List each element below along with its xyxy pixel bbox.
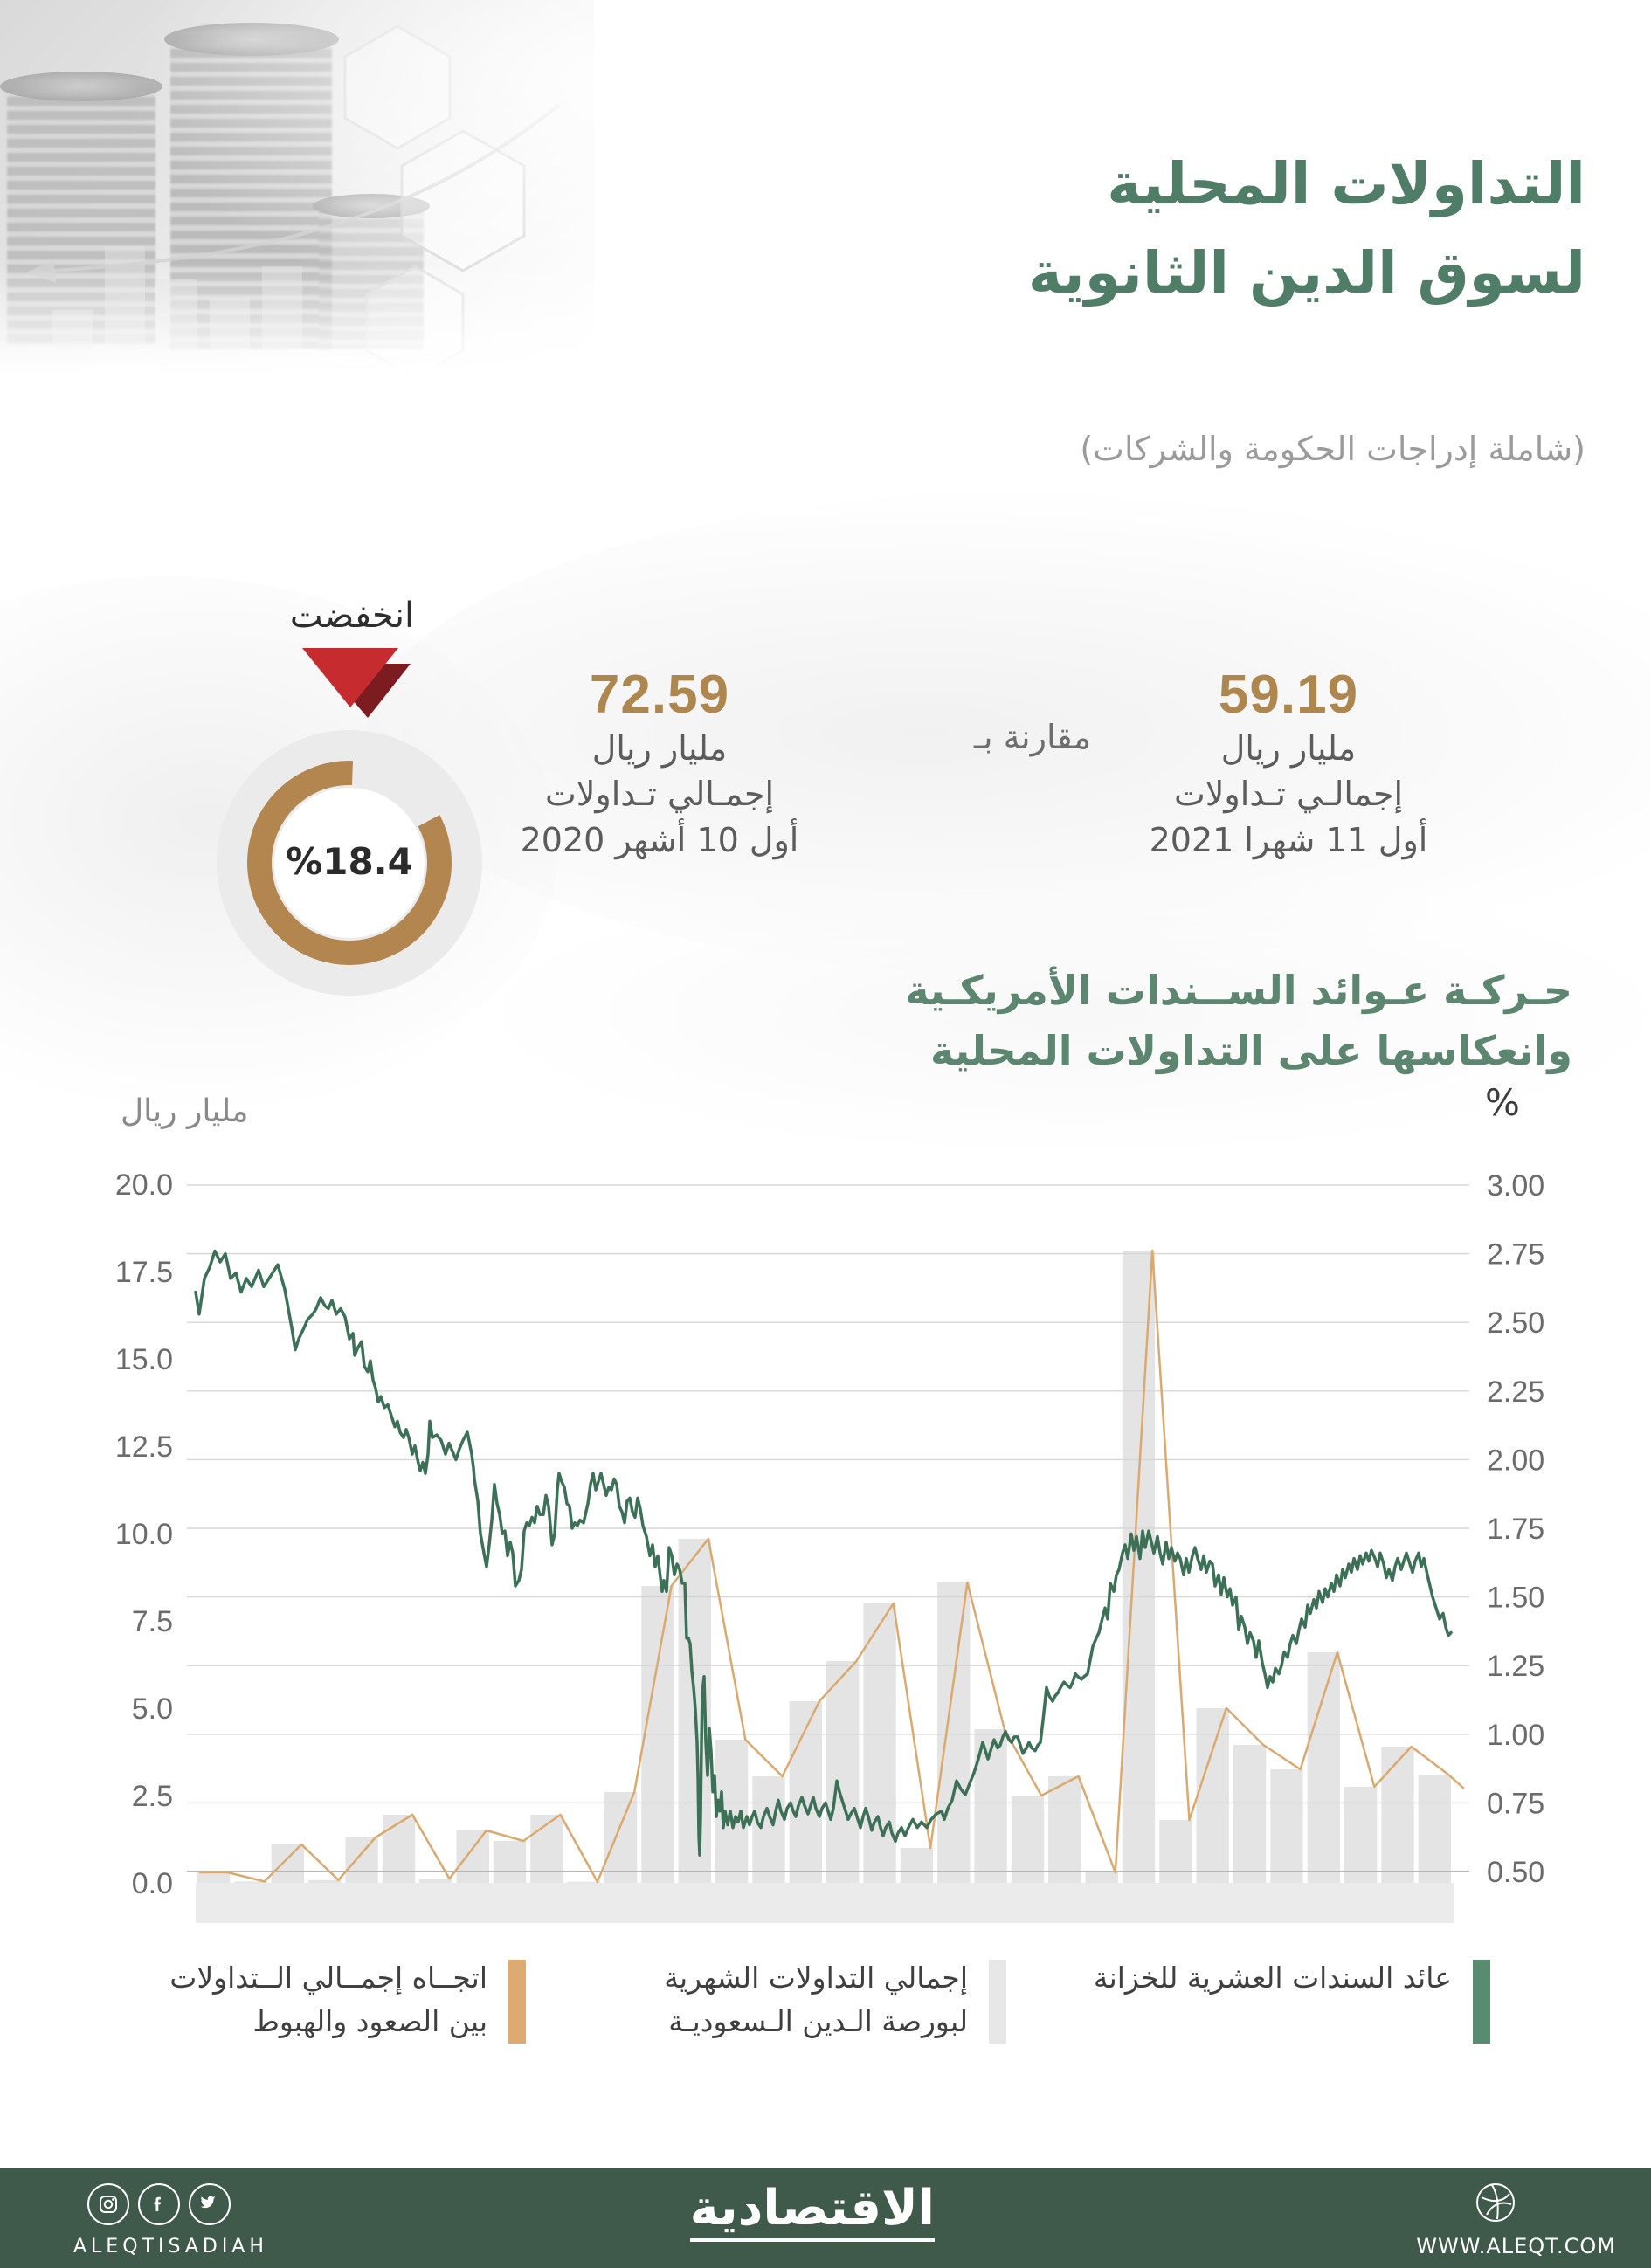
right-tick-label: 2.75 bbox=[1487, 1238, 1544, 1272]
left-tick-label: 0.0 bbox=[132, 1867, 173, 1900]
right-tick-label: 2.50 bbox=[1487, 1306, 1544, 1340]
month-bar bbox=[1418, 1775, 1451, 1883]
stat-2020-unit: مليار ريال bbox=[591, 729, 728, 768]
legend-bars-swatch bbox=[989, 1960, 1006, 2044]
stat-2021: 59.19 مليار ريال إجمالـي تـداولات أول 11… bbox=[1061, 664, 1516, 863]
legend-bars-label: إجمالي التداولات الشهرية لبورصة الـدين ال… bbox=[664, 1961, 968, 2038]
right-tick-label: 2.00 bbox=[1487, 1444, 1544, 1477]
month-bar bbox=[197, 1872, 231, 1883]
twitter-icon[interactable] bbox=[189, 2183, 231, 2225]
month-bar bbox=[1011, 1796, 1045, 1883]
right-tick-label: 2.25 bbox=[1487, 1375, 1544, 1409]
month-bar bbox=[1307, 1652, 1340, 1883]
stat-2021-period: أول 11 شهرا 2021 bbox=[1149, 820, 1428, 859]
left-tick-label: 12.5 bbox=[115, 1430, 173, 1464]
legend-bars: إجمالي التداولات الشهرية لبورصة الـدين ال… bbox=[645, 1956, 1006, 2044]
legend-yield-swatch bbox=[1473, 1960, 1490, 2044]
stat-2020-period: أول 10 أشهر 2020 bbox=[520, 820, 799, 859]
month-bar bbox=[345, 1837, 378, 1883]
chart-title: حـركـة عـوائد الســندات الأمريكـية وانعك… bbox=[786, 961, 1572, 1081]
page-title-line1: التداولات المحلية bbox=[1107, 150, 1586, 217]
month-bar bbox=[863, 1603, 896, 1883]
month-bar bbox=[1344, 1787, 1378, 1883]
coins-photo bbox=[0, 0, 611, 393]
brand-logo: الاقتصادية bbox=[689, 2180, 935, 2242]
baseline-strip bbox=[196, 1883, 1454, 1923]
left-tick-label: 5.0 bbox=[132, 1692, 173, 1726]
left-tick-label: 17.5 bbox=[115, 1256, 173, 1289]
kpi-direction-label: انخفضت bbox=[289, 596, 415, 636]
month-bar bbox=[1233, 1745, 1267, 1883]
stat-2020-value: 72.59 bbox=[589, 665, 730, 725]
left-tick-label: 7.5 bbox=[132, 1605, 173, 1638]
chart-title-line2: وانعكاسها على التداولات المحلية bbox=[930, 1027, 1572, 1074]
background-wave bbox=[419, 856, 1651, 1170]
month-bar bbox=[752, 1776, 785, 1883]
right-tick-label: 0.75 bbox=[1487, 1787, 1544, 1820]
left-tick-label: 15.0 bbox=[115, 1343, 173, 1376]
stat-2020-desc: إجمـالي تـداولات bbox=[544, 775, 775, 814]
combo-chart: 20.0 17.5 15.0 12.5 10.0 7.5 5.0 2.5 0.0 3.00 2.75… bbox=[115, 1168, 1544, 1923]
photo-fade bbox=[0, 0, 611, 393]
chart-title-line1: حـركـة عـوائد الســندات الأمريكـية bbox=[905, 967, 1572, 1014]
stat-2021-value: 59.19 bbox=[1218, 665, 1359, 725]
month-bar bbox=[1048, 1776, 1081, 1883]
page-subtitle: (شاملة إدراجات الحكومة والشركات) bbox=[1080, 430, 1585, 468]
stat-2020: 72.59 مليار ريال إجمـالي تـداولات أول 10… bbox=[432, 664, 887, 863]
instagram-icon[interactable] bbox=[87, 2183, 129, 2225]
kpi-percent: %18.4 bbox=[286, 840, 413, 883]
legend-yield: عائد السندات العشرية للخزانة bbox=[1076, 1956, 1490, 2044]
month-bar bbox=[493, 1841, 527, 1883]
month-bar bbox=[604, 1792, 638, 1883]
month-bar bbox=[826, 1661, 860, 1883]
kpi-donut bbox=[217, 648, 482, 996]
left-axis-title: مليار ريال bbox=[121, 1093, 249, 1129]
right-axis-title: % bbox=[1485, 1081, 1520, 1124]
compare-label: مقارنة بـ bbox=[973, 718, 1092, 756]
trend-line bbox=[199, 1249, 1465, 1884]
month-bar bbox=[1270, 1769, 1303, 1883]
month-bar bbox=[419, 1879, 452, 1883]
right-tick-label: 3.00 bbox=[1487, 1169, 1544, 1203]
stat-2021-unit: مليار ريال bbox=[1220, 729, 1357, 768]
legend-trend-label: اتجــاه إجمــالي الــتداولات بين الصعود و… bbox=[169, 1961, 487, 2038]
donut-hole bbox=[274, 788, 425, 938]
page-title: التداولات المحلية لسوق الدين الثانوية bbox=[625, 140, 1586, 319]
month-bar bbox=[1381, 1747, 1414, 1883]
legend-trend-swatch bbox=[508, 1960, 526, 2044]
legend-trend: اتجــاه إجمــالي الــتداولات بين الصعود و… bbox=[33, 1956, 526, 2044]
month-bar bbox=[234, 1881, 267, 1883]
left-tick-label: 20.0 bbox=[115, 1168, 173, 1202]
month-bar bbox=[900, 1848, 934, 1883]
website-url[interactable]: WWW.ALEQT.COM bbox=[1416, 2234, 1616, 2258]
right-tick-label: 1.50 bbox=[1487, 1582, 1544, 1615]
stat-2021-desc: إجمالـي تـداولات bbox=[1173, 775, 1404, 814]
legend-yield-label: عائد السندات العشرية للخزانة bbox=[1093, 1961, 1452, 1995]
facebook-icon[interactable] bbox=[138, 2183, 180, 2225]
left-tick-label: 10.0 bbox=[115, 1518, 173, 1551]
arrow-down-icon bbox=[302, 648, 398, 707]
month-bar bbox=[271, 1844, 305, 1883]
social-handle: ALEQTISADIAH bbox=[73, 2236, 268, 2258]
yield-line bbox=[194, 1249, 1453, 1857]
dribbble-icon[interactable] bbox=[1475, 2182, 1516, 2227]
right-tick-label: 0.50 bbox=[1487, 1856, 1544, 1889]
month-bar bbox=[1122, 1251, 1156, 1883]
month-bar bbox=[567, 1881, 600, 1883]
month-bar bbox=[382, 1815, 416, 1883]
month-bar bbox=[1159, 1820, 1192, 1883]
footer-bar: ALEQTISADIAH الاقتصادية WWW.ALEQT.COM bbox=[0, 2168, 1651, 2268]
social-icons bbox=[87, 2183, 231, 2225]
month-bar bbox=[937, 1582, 971, 1883]
right-tick-label: 1.00 bbox=[1487, 1719, 1544, 1752]
month-bar bbox=[308, 1879, 342, 1883]
right-tick-label: 1.75 bbox=[1487, 1513, 1544, 1546]
month-bar bbox=[1085, 1872, 1118, 1883]
page-title-line2: لسوق الدين الثانوية bbox=[1027, 239, 1586, 307]
month-bar bbox=[1196, 1708, 1229, 1883]
left-tick-label: 2.5 bbox=[132, 1780, 173, 1813]
right-tick-label: 1.25 bbox=[1487, 1650, 1544, 1683]
month-bar bbox=[456, 1830, 489, 1883]
